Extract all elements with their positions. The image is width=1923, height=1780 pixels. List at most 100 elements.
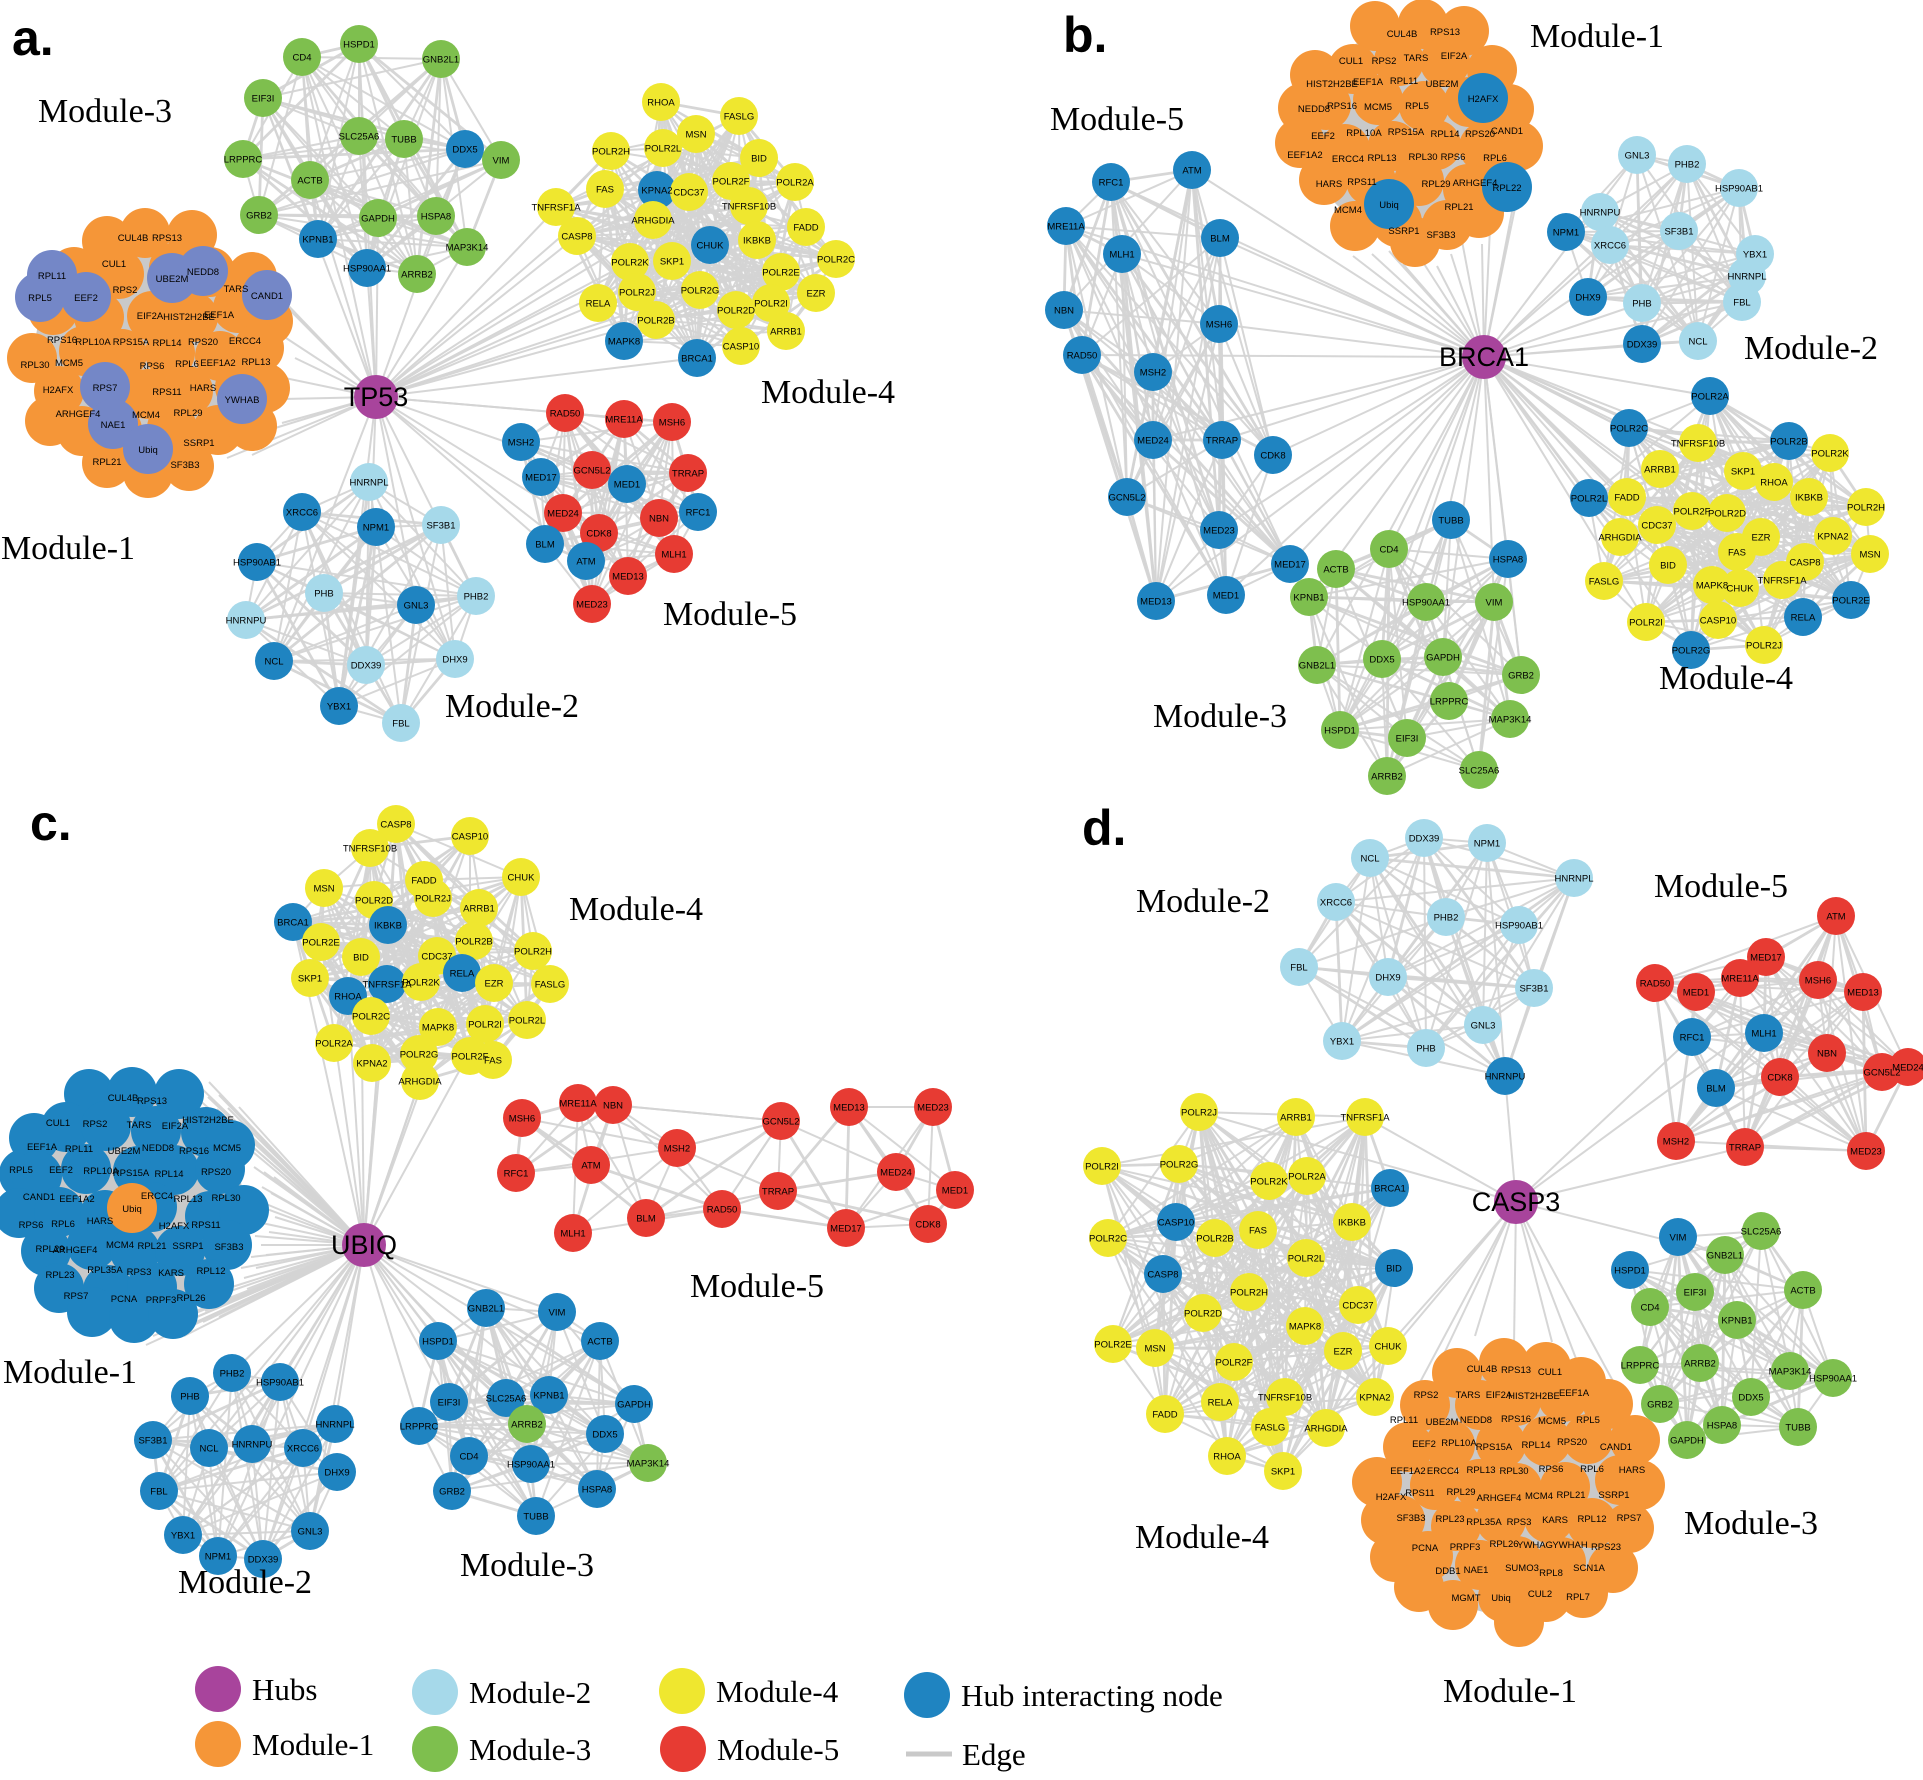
svg-text:POLR2J: POLR2J xyxy=(1181,1108,1217,1119)
svg-text:CASP8: CASP8 xyxy=(1147,1270,1178,1281)
svg-text:RPL30: RPL30 xyxy=(1408,152,1437,163)
svg-text:PHB2: PHB2 xyxy=(220,1369,245,1380)
svg-text:NEDD8: NEDD8 xyxy=(187,267,219,278)
svg-text:NAE1: NAE1 xyxy=(101,420,126,431)
svg-text:POLR2I: POLR2I xyxy=(1629,618,1663,629)
svg-text:MRE11A: MRE11A xyxy=(1721,974,1759,985)
svg-text:b.: b. xyxy=(1063,7,1107,63)
svg-text:SF3B1: SF3B1 xyxy=(1519,984,1548,995)
svg-text:CASP10: CASP10 xyxy=(452,832,488,843)
svg-text:MSH6: MSH6 xyxy=(1805,976,1831,987)
svg-text:NPM1: NPM1 xyxy=(1474,839,1500,850)
svg-text:UBE2M: UBE2M xyxy=(1426,1417,1459,1428)
svg-text:BID: BID xyxy=(751,154,767,165)
svg-text:RPL11: RPL11 xyxy=(1390,76,1418,87)
svg-text:UBE2M: UBE2M xyxy=(108,1146,141,1157)
svg-text:PHB2: PHB2 xyxy=(1675,160,1700,171)
svg-text:SF3B3: SF3B3 xyxy=(170,460,199,471)
svg-text:CAND1: CAND1 xyxy=(251,291,283,302)
svg-text:LRPPRC: LRPPRC xyxy=(224,155,263,166)
svg-text:RPL6: RPL6 xyxy=(1580,1464,1604,1475)
svg-text:HSP90AB1: HSP90AB1 xyxy=(1715,184,1763,195)
svg-text:NCL: NCL xyxy=(199,1444,218,1455)
svg-text:EEF1A2: EEF1A2 xyxy=(1390,1466,1425,1477)
svg-text:MSN: MSN xyxy=(313,884,334,895)
svg-text:MED13: MED13 xyxy=(612,572,644,583)
svg-text:ERCC4: ERCC4 xyxy=(141,1191,173,1202)
svg-text:POLR2D: POLR2D xyxy=(1184,1309,1222,1320)
svg-text:FADD: FADD xyxy=(411,876,436,887)
svg-text:SKP1: SKP1 xyxy=(660,257,684,268)
svg-text:EIF2A: EIF2A xyxy=(1486,1390,1513,1401)
svg-text:DDX39: DDX39 xyxy=(351,661,382,672)
svg-text:MED24: MED24 xyxy=(547,509,579,520)
svg-text:NBN: NBN xyxy=(1817,1049,1837,1060)
svg-text:MCM4: MCM4 xyxy=(1334,205,1362,216)
svg-text:POLR2J: POLR2J xyxy=(415,894,451,905)
svg-text:GRB2: GRB2 xyxy=(1647,1400,1673,1411)
svg-text:POLR2G: POLR2G xyxy=(681,286,720,297)
svg-text:SF3B3: SF3B3 xyxy=(214,1242,243,1253)
svg-text:FASLG: FASLG xyxy=(1255,1423,1286,1434)
svg-text:GAPDH: GAPDH xyxy=(1426,653,1460,664)
svg-text:ERCC4: ERCC4 xyxy=(229,336,261,347)
svg-text:DDX5: DDX5 xyxy=(1738,1393,1763,1404)
svg-text:CUL4B: CUL4B xyxy=(1467,1364,1498,1375)
svg-text:MSH2: MSH2 xyxy=(508,438,534,449)
svg-text:BID: BID xyxy=(1386,1264,1402,1275)
svg-text:HSPD1: HSPD1 xyxy=(343,40,375,51)
svg-text:d.: d. xyxy=(1082,800,1126,856)
svg-text:XRCC6: XRCC6 xyxy=(287,1444,319,1455)
svg-text:RPL10A: RPL10A xyxy=(83,1166,119,1177)
svg-text:Module-4: Module-4 xyxy=(1659,660,1793,697)
svg-text:GRB2: GRB2 xyxy=(246,211,272,222)
svg-text:NPM1: NPM1 xyxy=(1553,228,1579,239)
svg-text:HSP90AB1: HSP90AB1 xyxy=(256,1378,304,1389)
svg-text:NEDD8: NEDD8 xyxy=(142,1143,174,1154)
svg-text:Ubiq: Ubiq xyxy=(1379,200,1399,211)
svg-text:TUBB: TUBB xyxy=(391,135,416,146)
svg-text:RPS20: RPS20 xyxy=(201,1167,231,1178)
svg-text:MLH1: MLH1 xyxy=(560,1229,585,1240)
svg-text:TRRAP: TRRAP xyxy=(672,469,704,480)
svg-text:RPL10A: RPL10A xyxy=(1346,128,1382,139)
svg-text:POLR2H: POLR2H xyxy=(514,947,552,958)
svg-text:CDK8: CDK8 xyxy=(1260,451,1285,462)
svg-text:MCM5: MCM5 xyxy=(1538,1416,1566,1427)
svg-text:RPL29: RPL29 xyxy=(173,408,202,419)
svg-text:RPL12: RPL12 xyxy=(196,1266,225,1277)
svg-text:NAE1: NAE1 xyxy=(1464,1565,1489,1576)
svg-text:ARRB2: ARRB2 xyxy=(511,1420,543,1431)
svg-text:HSPA8: HSPA8 xyxy=(1707,1421,1737,1432)
svg-text:RPS2: RPS2 xyxy=(1414,1390,1439,1401)
svg-text:RPL11: RPL11 xyxy=(1390,1415,1418,1426)
svg-text:CDC37: CDC37 xyxy=(421,952,452,963)
svg-text:XRCC6: XRCC6 xyxy=(1320,898,1352,909)
svg-text:MED17: MED17 xyxy=(1274,560,1306,571)
svg-text:MED13: MED13 xyxy=(833,1103,865,1114)
svg-text:POLR2H: POLR2H xyxy=(1230,1288,1268,1299)
svg-text:Ubiq: Ubiq xyxy=(1491,1593,1511,1604)
svg-text:NCL: NCL xyxy=(264,657,283,668)
svg-text:MAPK8: MAPK8 xyxy=(1289,1322,1321,1333)
svg-text:MSH6: MSH6 xyxy=(1206,320,1232,331)
svg-text:POLR2I: POLR2I xyxy=(754,299,788,310)
svg-text:RPL26: RPL26 xyxy=(1489,1539,1518,1550)
svg-text:TNFRSF1A: TNFRSF1A xyxy=(1757,576,1807,587)
svg-text:PCNA: PCNA xyxy=(111,1294,138,1305)
svg-text:HSPD1: HSPD1 xyxy=(422,1337,454,1348)
svg-text:RPL7: RPL7 xyxy=(1566,1592,1590,1603)
svg-text:POLR2F: POLR2F xyxy=(713,177,750,188)
svg-text:RPS15A: RPS15A xyxy=(113,337,150,348)
svg-text:FASLG: FASLG xyxy=(1589,577,1620,588)
svg-text:GRB2: GRB2 xyxy=(1508,671,1534,682)
svg-text:IKBKB: IKBKB xyxy=(1338,1218,1366,1229)
svg-text:Module-2: Module-2 xyxy=(445,688,579,725)
svg-text:SLC25A6: SLC25A6 xyxy=(486,1394,527,1405)
svg-text:POLR2C: POLR2C xyxy=(1089,1234,1127,1245)
svg-text:EIF3I: EIF3I xyxy=(252,94,275,105)
svg-text:MED23: MED23 xyxy=(576,600,608,611)
svg-text:SLC25A6: SLC25A6 xyxy=(1459,766,1500,777)
svg-text:POLR2K: POLR2K xyxy=(1811,449,1849,460)
svg-text:NBN: NBN xyxy=(1054,306,1074,317)
